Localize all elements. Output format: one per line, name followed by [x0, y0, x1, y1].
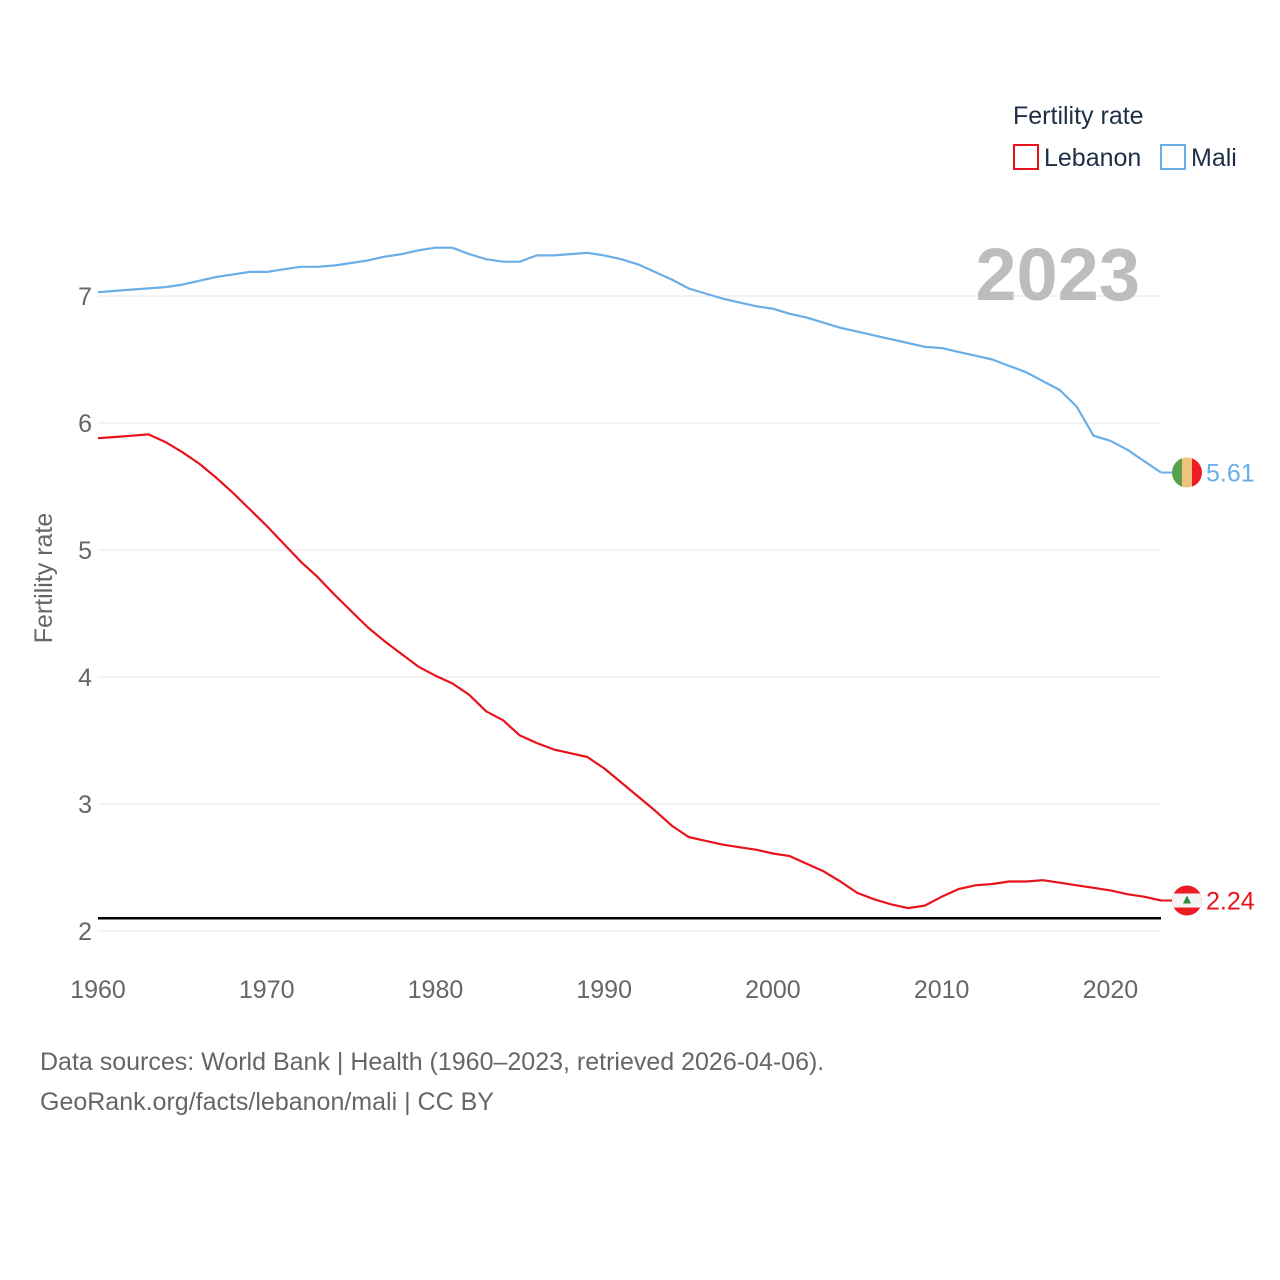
legend-label-lebanon: Lebanon [1044, 144, 1141, 172]
year-watermark: 2023 [975, 233, 1140, 316]
x-tick-label: 2010 [914, 976, 970, 1004]
series-lines [97, 246, 1162, 910]
x-tick-label: 1970 [239, 976, 295, 1004]
x-tick-label: 2020 [1083, 976, 1139, 1004]
end-label-lebanon: 2.24 [1206, 888, 1255, 916]
legend: Fertility rate Lebanon Mali [1013, 102, 1237, 172]
x-tick-label: 1960 [70, 976, 126, 1004]
legend-swatch-mali [1160, 144, 1186, 170]
legend-swatch-lebanon [1013, 144, 1039, 170]
mali-flag-icon [1172, 457, 1202, 488]
legend-label-mali: Mali [1191, 144, 1237, 172]
end-label-mali: 5.61 [1206, 460, 1255, 488]
lebanon-flag-icon [1172, 885, 1202, 916]
y-axis-label: Fertility rate [30, 513, 58, 644]
footer: Data sources: World Bank | Health (1960–… [40, 1042, 824, 1122]
x-axis-ticks: 1960 1970 1980 1990 2000 2010 2020 [70, 976, 1138, 1004]
x-tick-label: 1980 [408, 976, 464, 1004]
x-tick-label: 2000 [745, 976, 801, 1004]
credit-link[interactable]: GeoRank.org/facts/lebanon/mali | CC BY [40, 1088, 494, 1116]
series-line-lebanon [97, 433, 1162, 910]
data-sources-note: Data sources: World Bank | Health (1960–… [40, 1048, 825, 1076]
y-tick-label: 4 [78, 664, 92, 692]
series-line-mali [97, 246, 1162, 474]
legend-title: Fertility rate [1013, 102, 1144, 130]
y-tick-label: 2 [78, 918, 92, 946]
y-tick-label: 6 [78, 410, 92, 438]
y-tick-label: 7 [78, 283, 92, 311]
y-tick-label: 3 [78, 791, 92, 819]
y-gridlines [98, 295, 1161, 932]
y-axis-ticks: 2 3 4 5 6 7 [78, 283, 92, 946]
y-tick-label: 5 [78, 537, 92, 565]
x-tick-label: 1990 [576, 976, 632, 1004]
series-endpoints: 2.24 5.61 [1161, 457, 1255, 916]
